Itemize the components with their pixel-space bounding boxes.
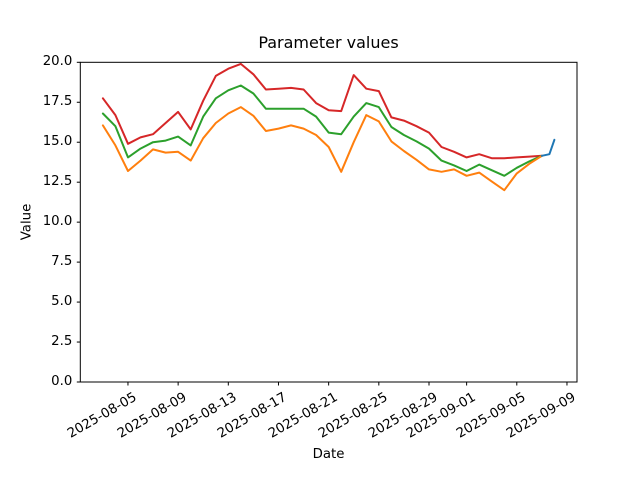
y-tick-label: 12.5 xyxy=(42,174,73,190)
y-tick-label: 10.0 xyxy=(42,214,73,230)
series-green-line xyxy=(101,84,543,177)
y-tick-label: 15.0 xyxy=(42,134,73,150)
chart-title: Parameter values xyxy=(258,33,399,52)
series-blue-line xyxy=(540,138,556,157)
y-tick-label: 0.0 xyxy=(51,374,73,389)
y-tick-label: 7.5 xyxy=(51,254,73,270)
x-axis-label: Date xyxy=(312,447,345,462)
y-tick-label: 5.0 xyxy=(51,294,73,310)
series-orange-line xyxy=(101,106,543,192)
y-tick-label: 20.0 xyxy=(42,54,73,70)
y-tick-label: 2.5 xyxy=(51,334,73,350)
plot-area-border xyxy=(79,61,578,383)
series-red-line xyxy=(101,62,543,160)
y-tick-label: 17.5 xyxy=(42,94,73,110)
